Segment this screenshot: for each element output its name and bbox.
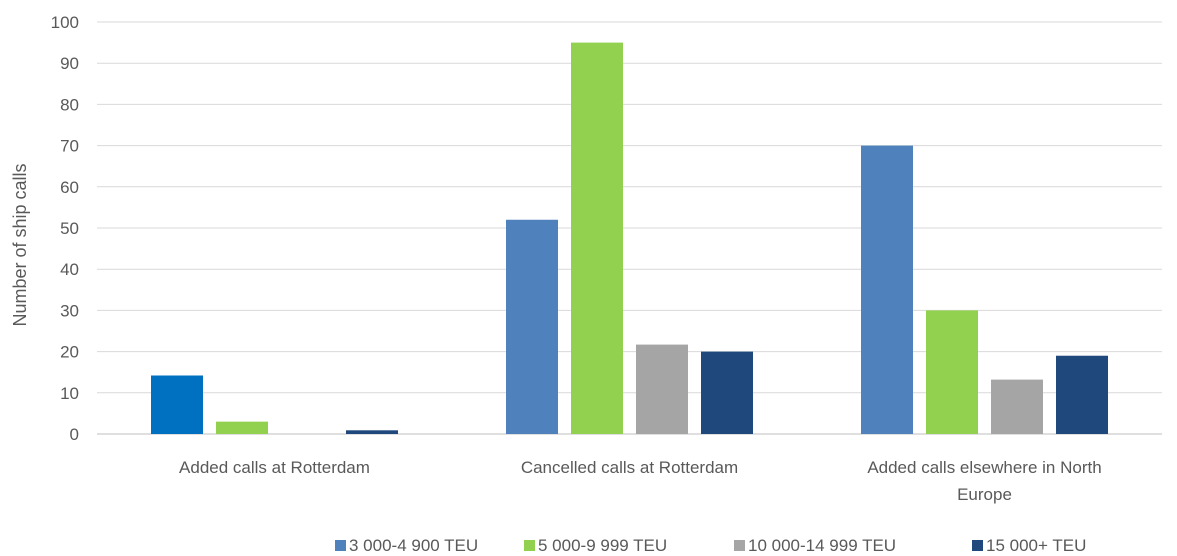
x-tick-label: Cancelled calls at Rotterdam (521, 458, 738, 477)
y-tick-label: 40 (60, 260, 79, 279)
x-tick-label-line: Cancelled calls at Rotterdam (521, 458, 738, 477)
legend-swatch (734, 540, 745, 551)
y-tick-label: 20 (60, 343, 79, 362)
bar (701, 351, 753, 434)
bar (926, 310, 978, 434)
y-tick-label: 10 (60, 384, 79, 403)
x-axis-category-labels: Added calls at Rotterdam Cancelled calls … (179, 458, 1102, 504)
legend-label: 5 000-9 999 TEU (538, 536, 667, 555)
bar (991, 379, 1043, 434)
y-tick-label: 80 (60, 95, 79, 114)
x-tick-label: Added calls at Rotterdam (179, 458, 370, 477)
legend-label: 15 000+ TEU (986, 536, 1086, 555)
bar (346, 430, 398, 434)
bar (506, 219, 558, 434)
legend-label: 10 000-14 999 TEU (748, 536, 896, 555)
gridlines (97, 21, 1162, 435)
x-tick-label: Added calls elsewhere in North Europe (867, 458, 1101, 504)
y-axis-title: Number of ship calls (10, 163, 30, 326)
x-tick-label-line: Added calls at Rotterdam (179, 458, 370, 477)
x-tick-label-line: Europe (957, 485, 1012, 504)
y-tick-label: 100 (51, 13, 79, 32)
legend-swatch (335, 540, 346, 551)
y-tick-label: 60 (60, 178, 79, 197)
bar (861, 145, 913, 434)
legend-swatch (524, 540, 535, 551)
legend: 3 000-4 900 TEU 5 000-9 999 TEU 10 000-14 … (335, 536, 1086, 555)
bar (216, 421, 268, 434)
x-tick-label-line: Added calls elsewhere in North (867, 458, 1101, 477)
y-tick-label: 50 (60, 219, 79, 238)
bar (1056, 355, 1108, 434)
bars (151, 42, 1108, 434)
y-tick-label: 90 (60, 54, 79, 73)
legend-swatch (972, 540, 983, 551)
y-tick-label: 30 (60, 301, 79, 320)
y-axis-tick-labels: 0 10 20 30 40 50 60 70 80 90 100 (51, 13, 79, 444)
bar (151, 375, 203, 434)
bar (571, 42, 623, 434)
y-tick-label: 70 (60, 137, 79, 156)
legend-label: 3 000-4 900 TEU (349, 536, 478, 555)
bar (636, 344, 688, 434)
y-tick-label: 0 (70, 425, 79, 444)
